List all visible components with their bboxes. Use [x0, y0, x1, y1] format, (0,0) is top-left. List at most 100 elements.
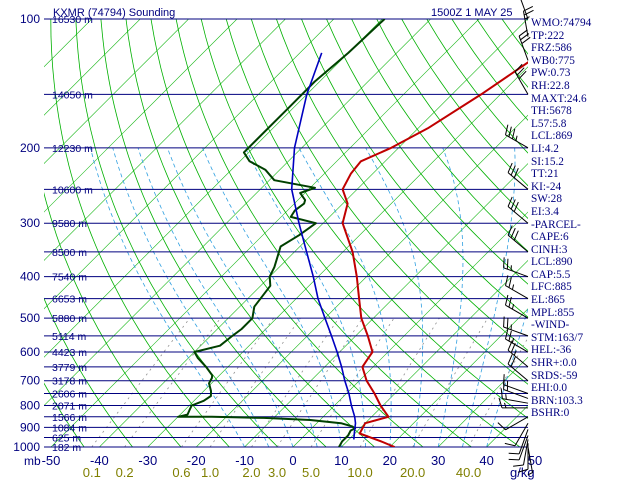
- valid-time: 1500Z 1 MAY 25: [431, 7, 513, 19]
- dry-adiabat: [200, 19, 521, 447]
- isotherm-line: [195, 114, 528, 447]
- stat-line: SRDS:-59: [531, 369, 578, 382]
- mixing-ratio-label: 10.0: [347, 465, 372, 480]
- isotherm-line: [244, 163, 528, 447]
- mixing-ratio-line: [209, 317, 301, 447]
- wind-barbs: [497, 0, 534, 476]
- wind-barb-shaft: [507, 349, 529, 368]
- wind-barb: [520, 0, 529, 20]
- wind-barb-shaft: [505, 134, 529, 149]
- wind-barb: [503, 316, 529, 337]
- wind-barb: [513, 439, 529, 467]
- height-label: 16530 m: [52, 14, 93, 26]
- stat-line: RH:22.8: [531, 79, 570, 92]
- mixing-ratio-label: 1.0: [201, 465, 219, 480]
- wind-barb-shaft: [507, 234, 529, 253]
- wind-barb: [500, 388, 529, 404]
- wind-barb-flag: [504, 328, 509, 340]
- stat-line: EHI:0.0: [531, 382, 568, 395]
- height-label: 4423 m: [52, 347, 87, 359]
- wind-barb-flag: [518, 70, 527, 80]
- isotherm-line: [389, 308, 528, 447]
- wind-barb: [507, 162, 529, 190]
- moist-adiabat: [437, 147, 464, 447]
- isotherm-line: [44, 19, 189, 165]
- wind-barb-shaft: [518, 435, 529, 461]
- wind-barb: [504, 275, 529, 300]
- isotherm-line: [44, 19, 286, 261]
- isotherm-line: [44, 19, 335, 310]
- stat-line: TP:222: [531, 29, 565, 42]
- wind-barb-flag: [503, 316, 505, 328]
- stat-line: LFC:885: [531, 281, 572, 294]
- stat-line: BRN:103.3: [531, 394, 583, 407]
- wind-barb-flag: [518, 29, 528, 37]
- wind-barb: [507, 340, 529, 368]
- stat-line: -PARCEL-: [531, 218, 581, 231]
- wind-barb-flag: [513, 167, 519, 178]
- height-label: 7540 m: [52, 272, 87, 284]
- wind-barb-shaft: [514, 71, 529, 95]
- pressure-tick-label: 700: [20, 374, 40, 388]
- temperature-tick-label: -40: [90, 453, 109, 468]
- stat-line: CAP:5.5: [531, 268, 571, 281]
- temperature-profile-line: [341, 61, 528, 447]
- mixing-ratio-label: 40.0: [456, 465, 481, 480]
- stat-line: WMO:74794: [531, 17, 592, 29]
- wind-barb-flag: [510, 199, 516, 210]
- wind-barb: [503, 257, 529, 278]
- temperature-tick-label: 10: [334, 453, 348, 468]
- height-label: 14050 m: [52, 89, 93, 101]
- wind-barb-flag: [508, 296, 512, 308]
- temperature-tick-label: -10: [235, 453, 254, 468]
- mixing-ratio-unit-label: g/kg: [510, 465, 535, 480]
- dry-adiabat: [150, 19, 424, 447]
- sounding-profiles: [177, 19, 528, 447]
- wind-barb-flag: [507, 225, 513, 236]
- wind-barb-flag: [521, 36, 531, 44]
- height-label: 10600 m: [52, 184, 93, 196]
- temperature-tick-label: -20: [187, 453, 206, 468]
- wind-barb-flag: [508, 126, 512, 137]
- wind-barb-shaft: [514, 422, 529, 447]
- wind-barb: [514, 63, 529, 95]
- wind-barb-flag: [511, 337, 515, 344]
- height-label: 625 m: [52, 432, 81, 444]
- mixing-ratio-line: [359, 317, 440, 447]
- moist-adiabat: [245, 147, 366, 447]
- height-label: 3779 m: [52, 362, 87, 374]
- isotherm-line: [147, 66, 528, 447]
- moist-adiabat: [167, 147, 318, 447]
- stat-line: CINH:3: [531, 243, 568, 256]
- temperature-tick-label: 0: [289, 453, 296, 468]
- mixing-ratio-label: 2.0: [242, 465, 260, 480]
- height-label: 6653 m: [52, 294, 87, 306]
- wind-barb: [508, 435, 529, 461]
- moist-adiabat: [90, 147, 245, 447]
- height-label: 8500 m: [52, 247, 87, 259]
- wind-barb-flag: [514, 63, 523, 73]
- pressure-tick-label: 800: [20, 399, 40, 413]
- wind-barb-flag: [508, 277, 512, 288]
- stat-line: MPL:855: [531, 306, 575, 319]
- wind-barb-shaft: [518, 35, 529, 61]
- stat-line: PW:0.73: [531, 67, 571, 80]
- stat-line: TH:5678: [531, 105, 572, 118]
- wind-barb-flag: [504, 442, 516, 447]
- wind-barb-shaft: [522, 439, 529, 466]
- stat-line: EI:3.4: [531, 205, 559, 218]
- temperature-tick-label: -30: [138, 453, 157, 468]
- stat-line: L57:5.8: [531, 117, 567, 130]
- wind-barb-flag: [507, 196, 513, 207]
- dewpoint-profile-line: [177, 19, 386, 447]
- wind-barb: [504, 422, 529, 447]
- pressure-tick-label: 600: [20, 345, 40, 359]
- wind-barb-flag: [508, 458, 520, 461]
- mixing-ratio-line: [181, 317, 275, 447]
- wind-barb: [507, 225, 529, 253]
- stat-line: EL:865: [531, 294, 565, 307]
- wind-barb-flag: [503, 374, 505, 385]
- moist-adiabat: [137, 147, 294, 447]
- mixing-ratio-label: 0.6: [172, 465, 190, 480]
